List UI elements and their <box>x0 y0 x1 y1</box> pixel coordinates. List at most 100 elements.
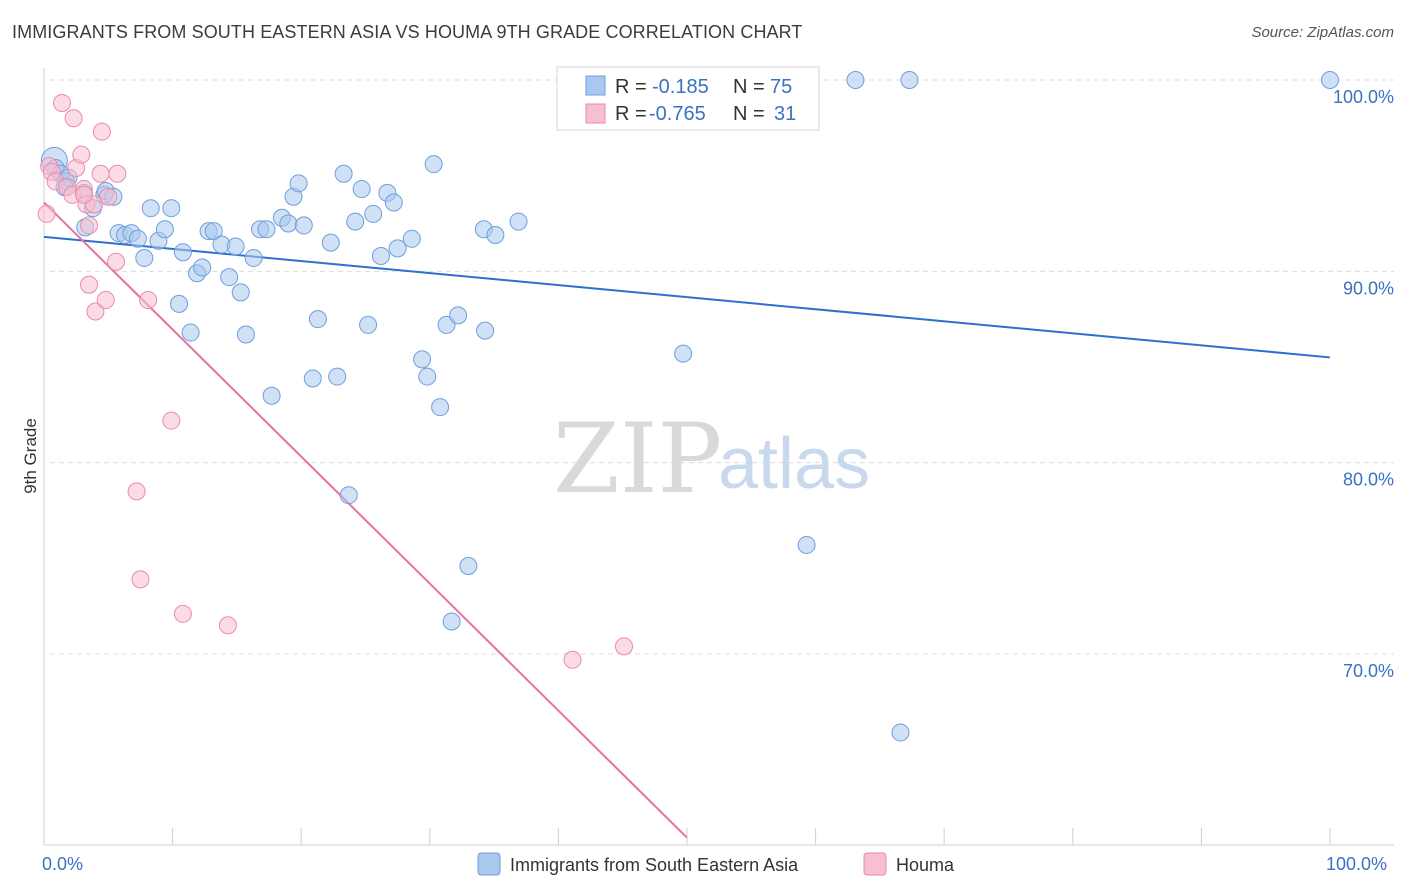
point-immigrants <box>674 344 693 363</box>
point-houma <box>107 252 126 271</box>
point-houma <box>91 164 110 183</box>
y-tick-label: 80.0% <box>1343 470 1394 490</box>
y-tick-label: 100.0% <box>1333 87 1394 107</box>
point-immigrants <box>236 325 255 344</box>
point-immigrants <box>289 174 308 193</box>
point-immigrants <box>891 723 910 742</box>
point-immigrants <box>162 199 181 218</box>
point-immigrants <box>135 248 154 267</box>
point-immigrants <box>352 180 371 199</box>
point-immigrants <box>900 71 919 89</box>
point-immigrants <box>437 315 456 334</box>
stats-r-value-pink: -0.765 <box>649 103 706 125</box>
point-immigrants <box>486 225 505 244</box>
x-tick-label-min: 0.0% <box>42 854 83 874</box>
point-immigrants <box>797 535 816 554</box>
point-immigrants <box>170 294 189 313</box>
point-immigrants <box>388 239 407 258</box>
stats-n-value-blue: 75 <box>770 76 792 98</box>
point-immigrants <box>155 220 174 239</box>
point-immigrants <box>459 556 478 575</box>
bottom-legend: Immigrants from South Eastern Asia Houma <box>477 852 955 876</box>
stats-r-label-pink: R = <box>615 103 647 125</box>
point-houma <box>99 187 118 206</box>
point-immigrants <box>402 229 421 248</box>
point-immigrants <box>262 386 281 405</box>
watermark-atlas: atlas <box>718 424 870 504</box>
legend-label-pink: Houma <box>896 855 955 875</box>
point-immigrants <box>308 310 327 329</box>
point-immigrants <box>226 237 245 256</box>
point-immigrants <box>294 216 313 235</box>
y-tick-labels: 70.0% 80.0% 90.0% 100.0% <box>1333 87 1394 681</box>
data-points <box>37 71 1339 742</box>
legend-swatch-pink <box>863 852 887 876</box>
point-immigrants <box>371 247 390 266</box>
point-houma <box>614 637 633 656</box>
point-immigrants <box>279 214 298 233</box>
point-houma <box>92 122 111 141</box>
point-immigrants <box>173 243 192 262</box>
point-immigrants <box>431 398 450 417</box>
point-immigrants <box>244 248 263 267</box>
point-immigrants <box>303 369 322 388</box>
point-immigrants <box>141 199 160 218</box>
y-axis-title: 9th Grade <box>21 418 40 494</box>
point-immigrants <box>509 212 528 231</box>
point-houma <box>127 482 146 501</box>
point-immigrants <box>449 306 468 325</box>
point-houma <box>80 216 99 235</box>
point-houma <box>64 109 83 128</box>
point-immigrants <box>220 268 239 287</box>
point-immigrants <box>321 233 340 252</box>
stats-swatch-pink <box>585 103 606 124</box>
point-immigrants <box>257 220 276 239</box>
stats-n-label-blue: N = <box>733 76 765 98</box>
point-immigrants <box>231 283 250 302</box>
point-houma <box>72 145 91 164</box>
point-houma <box>80 275 99 294</box>
chart-source: Source: ZipAtlas.com <box>1251 24 1394 41</box>
stats-n-value-pink: 31 <box>774 103 796 125</box>
watermark: ZIP atlas <box>553 403 870 515</box>
gridlines <box>50 79 1394 655</box>
watermark-zip: ZIP <box>553 403 722 515</box>
point-immigrants <box>384 193 403 212</box>
point-immigrants <box>442 612 461 631</box>
point-immigrants <box>193 258 212 277</box>
stats-n-label-pink: N = <box>733 103 765 125</box>
point-immigrants <box>364 204 383 223</box>
point-immigrants <box>128 229 147 248</box>
legend-label-blue: Immigrants from South Eastern Asia <box>510 855 799 875</box>
point-houma <box>563 650 582 669</box>
point-immigrants <box>359 315 378 334</box>
point-houma <box>131 570 150 589</box>
point-houma <box>53 93 72 112</box>
point-immigrants <box>339 486 358 505</box>
point-immigrants <box>846 71 865 89</box>
point-immigrants <box>334 164 353 183</box>
x-ticks <box>43 828 1331 845</box>
stats-r-value-blue: -0.185 <box>652 76 709 98</box>
point-immigrants <box>204 222 223 241</box>
y-tick-label: 90.0% <box>1343 278 1394 298</box>
point-houma <box>162 411 181 430</box>
point-houma <box>37 204 56 223</box>
axes <box>43 68 1394 846</box>
point-houma <box>86 302 105 321</box>
point-immigrants <box>413 350 432 369</box>
point-immigrants <box>418 367 437 386</box>
point-immigrants <box>181 323 200 342</box>
stats-r-label-blue: R = <box>615 76 647 98</box>
point-houma <box>139 291 158 310</box>
x-tick-label-max: 100.0% <box>1326 854 1387 874</box>
point-immigrants <box>1321 71 1339 89</box>
point-houma <box>96 291 115 310</box>
point-immigrants <box>346 212 365 231</box>
point-houma <box>218 616 237 635</box>
point-houma <box>108 164 127 183</box>
y-tick-label: 70.0% <box>1343 661 1394 681</box>
point-houma <box>74 185 93 204</box>
chart-title: IMMIGRANTS FROM SOUTH EASTERN ASIA VS HO… <box>12 22 803 42</box>
